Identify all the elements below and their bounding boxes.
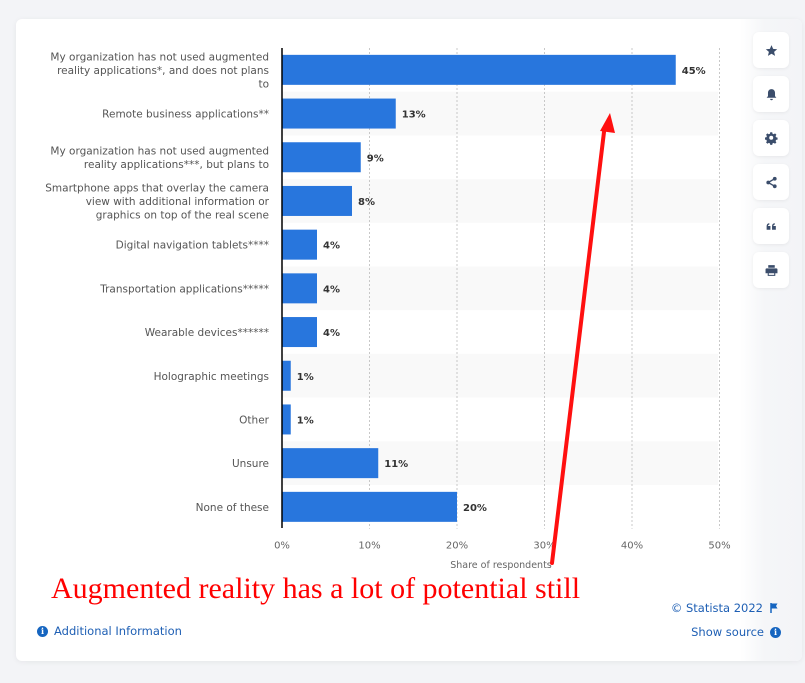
star-icon xyxy=(765,44,777,56)
copyright-text: © Statista 2022 xyxy=(670,601,763,615)
x-tick-label: 40% xyxy=(621,541,643,552)
value-label: 1% xyxy=(297,415,314,426)
row-band xyxy=(282,353,718,398)
bell-icon xyxy=(766,88,776,100)
bar[interactable] xyxy=(282,491,457,522)
x-tick-labels: 0% 10% 20% 30% 40% 50% xyxy=(274,541,731,552)
value-label: 8% xyxy=(358,197,375,208)
x-tick-label: 10% xyxy=(358,541,380,552)
cite-button[interactable] xyxy=(753,208,789,244)
category-labels: My organization has not used augmented re… xyxy=(45,51,269,513)
share-icon xyxy=(765,176,777,188)
arrow-head-icon xyxy=(600,113,615,133)
category-label: Smartphone apps that overlay the camera v… xyxy=(45,182,269,221)
x-tick-label: 50% xyxy=(708,541,730,552)
category-label: My organization has not used augmented re… xyxy=(50,51,269,90)
category-label: Remote business applications** xyxy=(102,109,269,121)
x-tick-label: 0% xyxy=(274,541,290,552)
info-icon: i xyxy=(37,625,48,637)
value-labels: 45% 13% 9% 8% 4% 4% 4% 1% 1% 11% 20% xyxy=(297,66,706,514)
category-label: Other xyxy=(239,414,269,426)
category-label: Digital navigation tablets**** xyxy=(116,240,269,252)
settings-button[interactable] xyxy=(753,120,789,156)
bar[interactable] xyxy=(282,98,396,129)
bar[interactable] xyxy=(282,229,317,260)
value-label: 11% xyxy=(384,459,408,470)
x-tick-label: 30% xyxy=(533,541,555,552)
category-label: Transportation applications***** xyxy=(99,283,269,295)
category-label: Holographic meetings xyxy=(154,371,269,383)
annotation-text: Augmented reality has a lot of potential… xyxy=(51,572,581,605)
bar[interactable] xyxy=(282,448,379,479)
notification-button[interactable] xyxy=(753,76,789,112)
category-label: Unsure xyxy=(232,458,269,470)
print-button[interactable] xyxy=(753,252,789,288)
x-tick-label: 20% xyxy=(446,541,468,552)
gear-icon xyxy=(764,131,778,145)
category-label: None of these xyxy=(196,502,269,514)
annotation-arrow xyxy=(550,113,615,565)
show-source-label: Show source xyxy=(691,625,764,639)
copyright: © Statista 2022 xyxy=(671,601,779,615)
show-source-link[interactable]: Show source i xyxy=(691,625,781,639)
info-icon: i xyxy=(770,626,781,638)
row-band xyxy=(282,179,718,223)
print-icon xyxy=(765,264,777,276)
value-label: 4% xyxy=(323,241,340,252)
value-label: 13% xyxy=(402,110,426,121)
favorite-button[interactable] xyxy=(753,32,789,68)
bar[interactable] xyxy=(282,317,317,348)
value-label: 45% xyxy=(682,66,706,77)
additional-information-link[interactable]: i Additional Information xyxy=(37,624,182,638)
value-label: 1% xyxy=(297,372,314,383)
bar[interactable] xyxy=(282,360,291,391)
bar[interactable] xyxy=(282,54,676,85)
category-label: My organization has not used augmented re… xyxy=(50,146,269,172)
bar[interactable] xyxy=(282,404,291,435)
x-axis-title: Share of respondents xyxy=(450,560,552,571)
share-button[interactable] xyxy=(753,164,789,200)
quote-icon xyxy=(766,222,776,230)
flag-icon[interactable] xyxy=(770,603,779,613)
category-label: Wearable devices****** xyxy=(145,327,269,339)
bar[interactable] xyxy=(282,142,361,173)
value-label: 4% xyxy=(323,284,340,295)
value-label: 9% xyxy=(367,153,384,164)
bars xyxy=(282,54,676,522)
bar[interactable] xyxy=(282,273,317,304)
value-label: 20% xyxy=(463,503,487,514)
value-label: 4% xyxy=(323,328,340,339)
bar[interactable] xyxy=(282,185,352,216)
additional-information-label: Additional Information xyxy=(54,624,182,638)
row-band xyxy=(282,266,718,311)
